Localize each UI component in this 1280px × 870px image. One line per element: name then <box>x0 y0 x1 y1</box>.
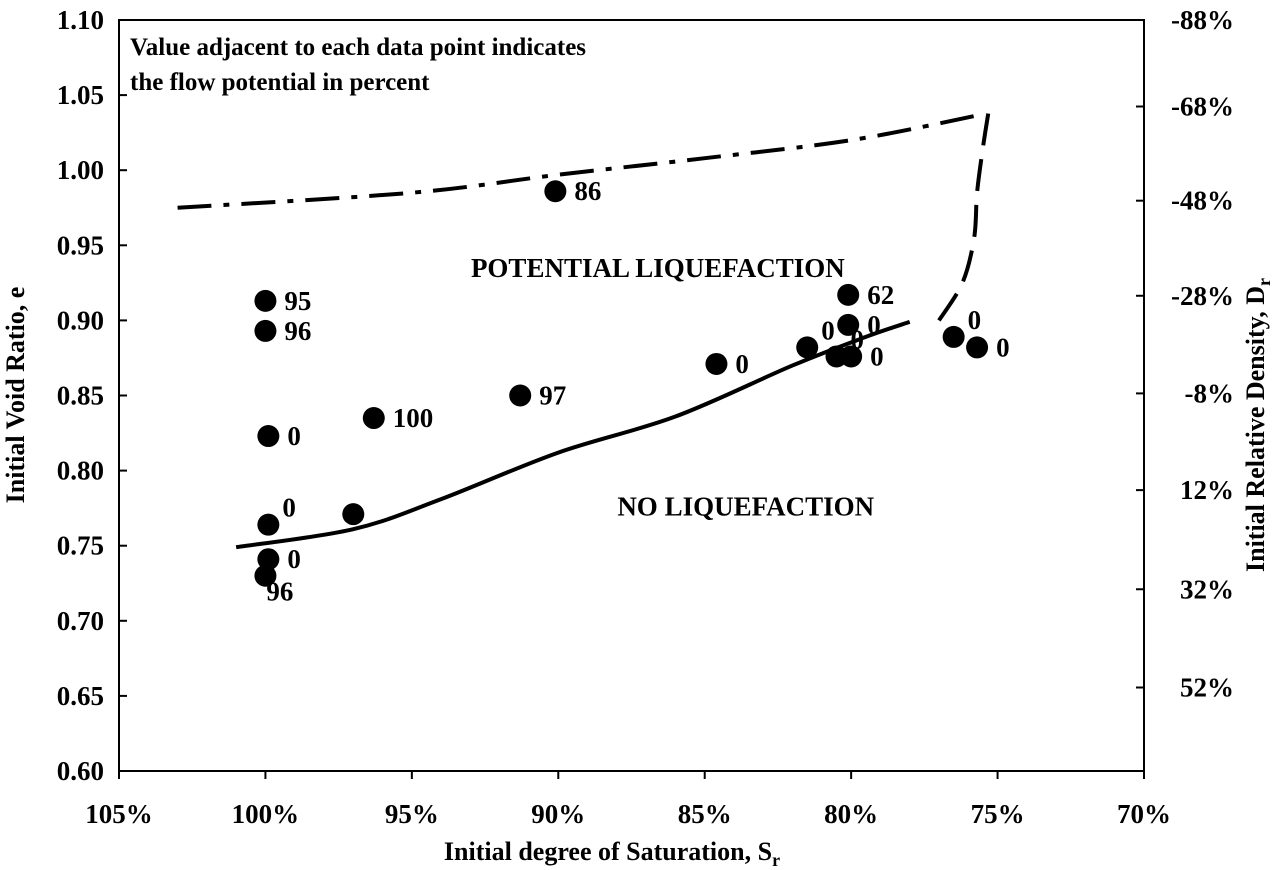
data-label: 0 <box>735 349 749 379</box>
y2-tick-label: -88% <box>1171 5 1234 35</box>
data-point <box>509 384 532 407</box>
data-point <box>342 503 365 526</box>
data-point <box>942 325 965 348</box>
annotation-line-2: the flow potential in percent <box>130 69 430 96</box>
data-label: 0 <box>968 305 982 335</box>
x-axis-title: Initial degree of Saturation, Sr <box>444 837 780 870</box>
x-tick-label: 100% <box>232 799 300 829</box>
y-tick-label: 0.85 <box>57 381 104 411</box>
x-tick-label: 95% <box>385 799 439 829</box>
dashdot-boundary-line <box>177 114 975 210</box>
data-label: 0 <box>287 544 301 574</box>
x-tick-label: 75% <box>971 799 1025 829</box>
data-label: 0 <box>867 310 881 340</box>
data-point <box>837 313 860 336</box>
data-point <box>257 548 280 571</box>
data-label: 0 <box>282 493 296 523</box>
y2-tick-label: -28% <box>1171 281 1234 311</box>
y2-axis-title-sub: r <box>1254 278 1274 286</box>
axis-ticks: 105% 100% 95% 90% 85% 80% 75% 70% 0.60 0.65 0.70 0.… <box>57 5 1234 829</box>
data-label: 62 <box>867 280 894 310</box>
y-tick-label: 0.80 <box>57 456 104 486</box>
region-label: NO LIQUEFACTION <box>617 492 874 522</box>
y2-tick-label: -8% <box>1185 378 1235 408</box>
y-tick-label: 0.90 <box>57 305 104 335</box>
data-point <box>705 352 728 375</box>
data-label: 86 <box>574 176 601 206</box>
data-label: 0 <box>821 315 835 345</box>
y2-tick-label: 52% <box>1180 672 1234 702</box>
x-tick-label: 85% <box>678 799 732 829</box>
data-point <box>837 283 860 306</box>
y-tick-label: 0.95 <box>57 230 104 260</box>
y-tick-label: 0.70 <box>57 606 104 636</box>
x-tick-label: 90% <box>531 799 585 829</box>
plot-frame <box>118 19 1145 772</box>
y-tick-label: 0.60 <box>57 756 104 786</box>
data-label: 95 <box>284 286 311 316</box>
y2-axis-title-main: Initial Relative Density, D <box>1241 286 1270 572</box>
y2-tick-label: -68% <box>1171 92 1234 122</box>
x-axis-title-sub: r <box>772 850 780 870</box>
y-tick-label: 1.10 <box>57 5 104 35</box>
data-label: 100 <box>393 403 434 433</box>
data-point <box>966 336 989 359</box>
x-axis-title-main: Initial degree of Saturation, S <box>444 837 772 866</box>
data-point <box>254 319 277 342</box>
y2-tick-label: 12% <box>1180 475 1234 505</box>
data-point <box>254 564 277 587</box>
boundary-lines: POTENTIAL LIQUEFACTION NO LIQUEFACTION <box>177 109 991 550</box>
data-point <box>840 345 863 368</box>
x-tick-label: 105% <box>85 799 153 829</box>
x-tick-label: 80% <box>824 799 878 829</box>
data-label: 96 <box>266 577 293 607</box>
data-point <box>362 407 385 430</box>
data-point <box>257 513 280 536</box>
data-point <box>254 289 277 312</box>
y2-tick-label: 32% <box>1180 574 1234 604</box>
data-label: 97 <box>539 381 566 411</box>
data-label: 96 <box>284 316 311 346</box>
annotation-line-1: Value adjacent to each data point indica… <box>130 34 586 61</box>
y-tick-label: 0.75 <box>57 531 104 561</box>
y-tick-label: 0.65 <box>57 681 104 711</box>
data-label: 0 <box>996 332 1010 362</box>
y-axis-title: Initial Void Ratio, e <box>1 287 30 504</box>
x-tick-label: 70% <box>1117 799 1171 829</box>
region-label: POTENTIAL LIQUEFACTION <box>471 253 845 283</box>
data-point <box>544 180 567 203</box>
dashed-boundary-line <box>937 109 991 322</box>
y2-tick-label: -48% <box>1171 186 1234 216</box>
y2-axis-title: Initial Relative Density, Dr <box>1241 278 1274 572</box>
y-tick-label: 1.05 <box>57 80 104 110</box>
data-label: 0 <box>287 421 301 451</box>
y-tick-label: 1.00 <box>57 155 104 185</box>
data-label: 0 <box>870 341 884 371</box>
data-point <box>796 336 819 359</box>
data-point <box>257 425 280 448</box>
